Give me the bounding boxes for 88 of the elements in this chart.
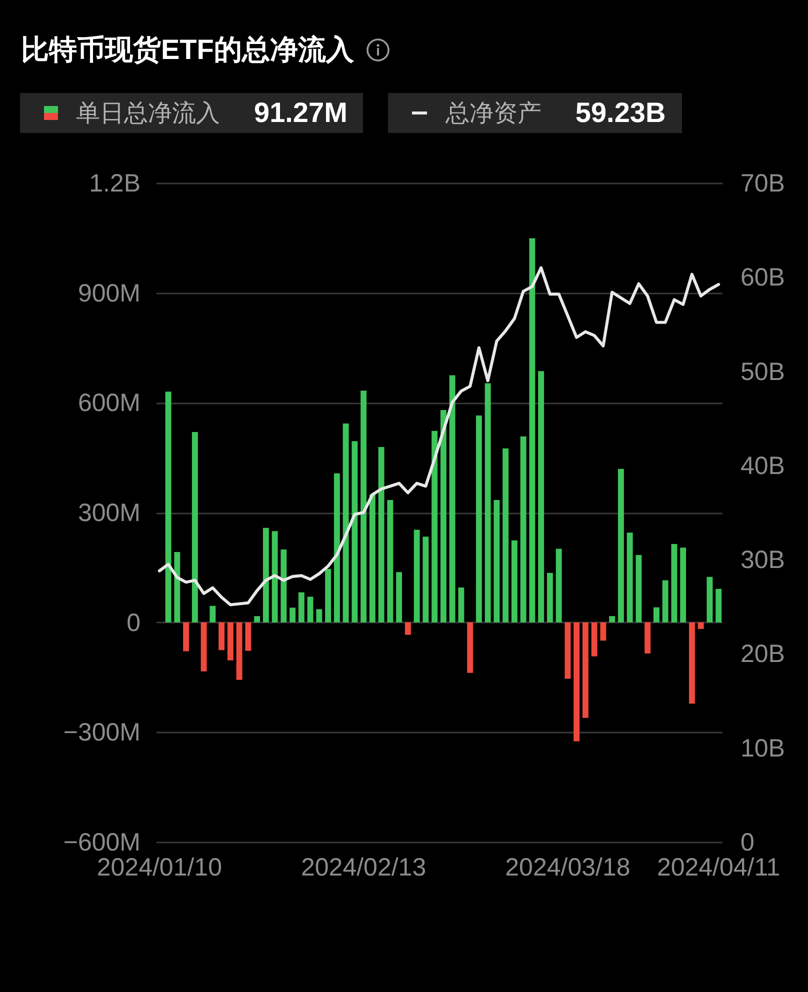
y-tick-label: 0 — [126, 608, 140, 637]
bar — [200, 622, 207, 672]
legend-label: 单日总净流入 — [76, 99, 220, 129]
bar — [458, 588, 464, 622]
bar — [334, 473, 340, 622]
bar — [165, 392, 172, 622]
bar — [414, 530, 420, 622]
bar — [432, 430, 438, 622]
bar — [192, 432, 198, 622]
bar — [644, 622, 651, 654]
bar — [316, 609, 322, 622]
bar — [706, 576, 713, 622]
bar — [626, 532, 633, 622]
bar — [272, 531, 278, 622]
text: 91.27M — [254, 97, 348, 129]
bar — [529, 238, 536, 622]
bar — [467, 622, 474, 673]
bar — [636, 554, 642, 622]
bar — [449, 375, 456, 622]
x-tick-label: 2024/01/10 — [96, 854, 222, 882]
bar — [307, 596, 314, 622]
bar — [688, 622, 695, 704]
bar — [662, 580, 668, 622]
y2-tick-label: 20B — [740, 640, 785, 668]
y2-tick-label: 10B — [740, 734, 785, 762]
bar — [378, 446, 384, 622]
x-tick-label: 2024/04/11 — [656, 854, 780, 882]
bar — [484, 383, 491, 622]
y-tick-label: −300M — [63, 718, 140, 747]
bar — [440, 410, 446, 622]
bar — [538, 371, 544, 622]
bar — [360, 390, 367, 622]
bar — [342, 424, 349, 622]
bar — [387, 500, 394, 622]
bar — [245, 622, 252, 651]
bar — [298, 592, 304, 622]
bar — [591, 622, 598, 656]
bar — [396, 572, 402, 622]
bar — [653, 607, 660, 622]
bar — [422, 536, 429, 622]
bar — [511, 540, 518, 622]
bar — [262, 528, 269, 622]
y2-tick-label: 50B — [740, 358, 785, 386]
x-tick-label: 2024/03/18 — [505, 854, 630, 882]
bar — [618, 468, 624, 622]
legend-label: 总净资产 — [445, 99, 542, 129]
y-tick-label: 1.2B — [89, 170, 140, 198]
bar — [609, 616, 616, 622]
bar — [600, 622, 606, 641]
bar — [556, 548, 562, 622]
bar — [290, 608, 296, 622]
y2-tick-label: 0 — [740, 828, 754, 856]
y-tick-label: −600M — [63, 828, 140, 856]
bar — [671, 544, 678, 622]
bar — [680, 548, 686, 622]
bar — [494, 500, 500, 622]
bar — [227, 622, 234, 660]
bar — [174, 552, 180, 622]
bar — [210, 606, 216, 622]
text: 59.23B — [575, 97, 666, 129]
bar — [325, 568, 332, 622]
y2-tick-label: 70B — [740, 170, 785, 198]
y-tick-label: 900M — [78, 279, 140, 308]
bar — [564, 622, 571, 679]
bar — [254, 616, 260, 622]
bar — [369, 494, 376, 622]
bar — [520, 436, 526, 622]
y2-tick-label: 30B — [740, 546, 785, 574]
x-tick-label: 2024/02/13 — [300, 854, 426, 882]
line-series — [158, 266, 720, 606]
bar — [574, 622, 580, 742]
bar — [236, 622, 242, 680]
y2-tick-label: 40B — [740, 452, 785, 480]
chart-title: 比特币现货ETF的总净流入 — [21, 33, 354, 67]
y-tick-label: 300M — [78, 499, 140, 527]
y-tick-label: 600M — [78, 389, 140, 418]
bar — [280, 549, 287, 622]
bar — [218, 622, 225, 650]
bar — [716, 588, 722, 622]
bar — [502, 448, 509, 622]
bar — [476, 415, 482, 622]
y2-tick-label: 60B — [740, 264, 785, 292]
bar — [352, 441, 358, 622]
bar — [546, 572, 553, 622]
bar — [404, 622, 411, 635]
bar — [698, 622, 704, 629]
bar — [183, 622, 190, 652]
bar — [582, 622, 588, 718]
